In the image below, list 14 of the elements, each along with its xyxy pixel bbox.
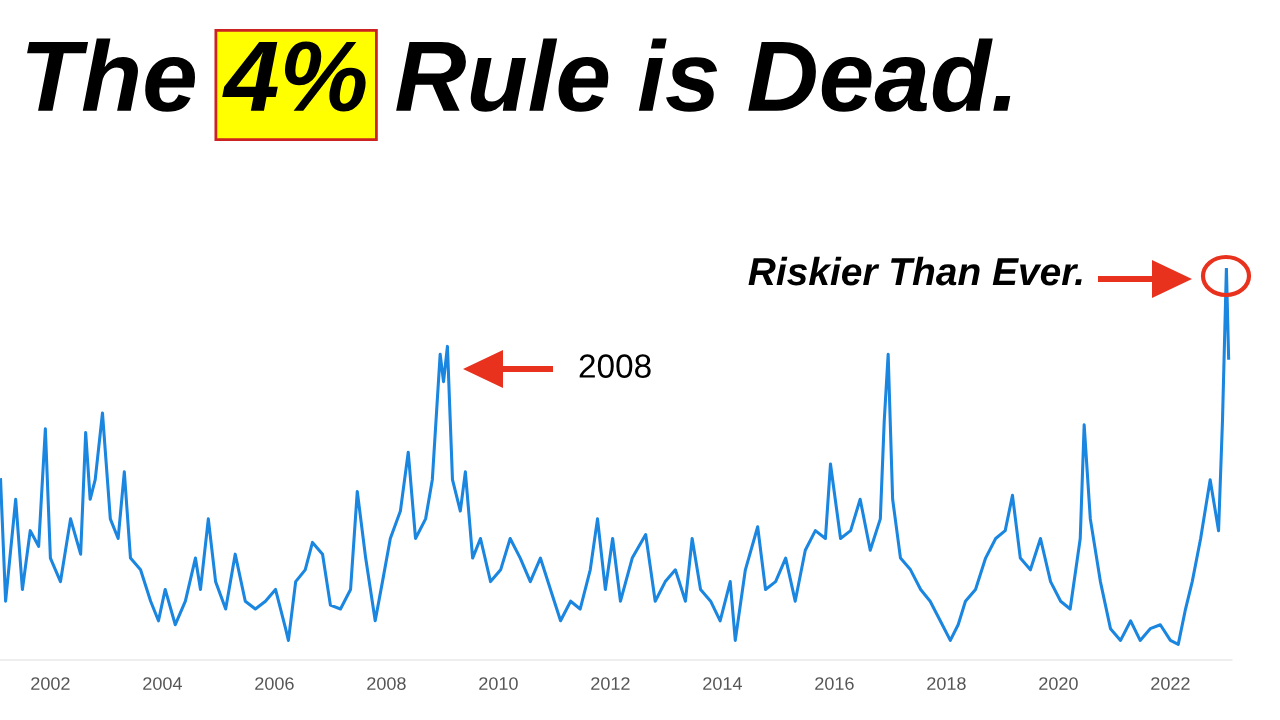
x-tick-label: 2012 [591,677,630,690]
x-tick-label: 2006 [255,677,294,690]
x-tick-label: 2014 [703,677,742,690]
annotation: Riskier Than Ever. [748,256,1082,286]
x-tick-label: 2008 [367,677,406,690]
x-tick-label: 2010 [479,677,518,690]
x-tick-label: 2022 [1151,677,1190,690]
chart-title: The 4% Rule is Dead. [27,38,1011,112]
x-tick-label: 2020 [1039,677,1078,690]
x-tick-label: 2016 [815,677,854,690]
x-tick-label: 2004 [143,677,182,690]
x-tick-label: 2002 [31,677,70,690]
annotation: 2008 [579,354,651,378]
x-tick-label: 2018 [927,677,966,690]
